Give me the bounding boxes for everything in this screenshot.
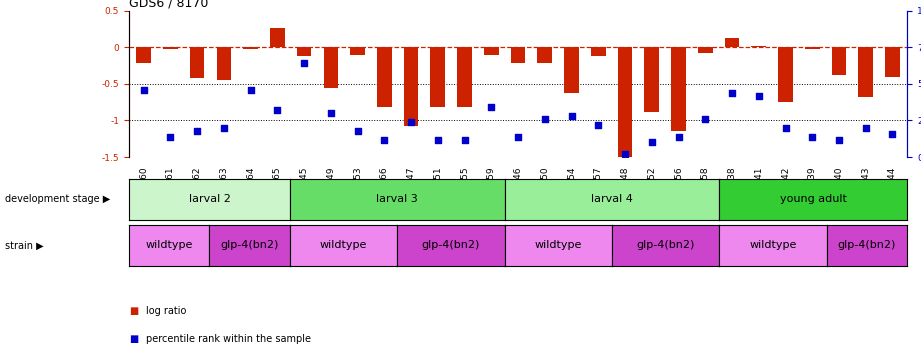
Bar xyxy=(538,47,553,64)
Text: young adult: young adult xyxy=(780,194,846,204)
Text: log ratio: log ratio xyxy=(146,306,186,316)
Text: glp-4(bn2): glp-4(bn2) xyxy=(636,240,694,251)
Point xyxy=(832,137,846,142)
Bar xyxy=(403,47,418,126)
Bar xyxy=(350,47,365,55)
Bar xyxy=(190,47,204,78)
Bar xyxy=(484,47,498,55)
Bar xyxy=(885,47,900,77)
Point xyxy=(243,87,258,92)
Text: larval 4: larval 4 xyxy=(591,194,633,204)
Text: ■: ■ xyxy=(129,334,138,344)
Bar xyxy=(323,47,338,87)
Text: larval 2: larval 2 xyxy=(189,194,230,204)
Point xyxy=(752,93,766,99)
Point xyxy=(457,137,472,142)
Text: wildtype: wildtype xyxy=(146,240,192,251)
Point xyxy=(805,134,820,140)
Text: strain ▶: strain ▶ xyxy=(5,240,43,251)
Bar xyxy=(430,47,445,107)
Point xyxy=(136,87,151,92)
Text: glp-4(bn2): glp-4(bn2) xyxy=(422,240,480,251)
Text: GDS6 / 8170: GDS6 / 8170 xyxy=(129,0,208,10)
Point xyxy=(377,137,391,142)
Point xyxy=(565,113,579,119)
Bar xyxy=(752,46,766,47)
Point xyxy=(725,90,740,96)
Bar xyxy=(136,47,151,64)
Bar xyxy=(645,47,659,112)
Bar xyxy=(457,47,472,107)
Point xyxy=(297,61,311,66)
Bar xyxy=(511,47,525,64)
Bar xyxy=(725,38,740,47)
Text: wildtype: wildtype xyxy=(534,240,582,251)
Point xyxy=(698,116,713,122)
Point xyxy=(430,137,445,142)
Bar xyxy=(671,47,686,131)
Bar xyxy=(297,47,311,56)
Text: development stage ▶: development stage ▶ xyxy=(5,194,110,204)
Point xyxy=(538,116,553,122)
Point xyxy=(270,107,285,113)
Bar xyxy=(832,47,846,75)
Text: percentile rank within the sample: percentile rank within the sample xyxy=(146,334,310,344)
Text: ■: ■ xyxy=(129,306,138,316)
Text: glp-4(bn2): glp-4(bn2) xyxy=(220,240,279,251)
Point xyxy=(323,110,338,116)
Bar xyxy=(216,47,231,80)
Bar xyxy=(243,47,258,49)
Bar xyxy=(565,47,579,93)
Bar xyxy=(377,47,391,107)
Bar xyxy=(163,47,178,49)
Bar xyxy=(858,47,873,97)
Point xyxy=(645,140,659,145)
Bar xyxy=(618,47,633,159)
Point xyxy=(671,134,686,140)
Point xyxy=(190,128,204,134)
Point xyxy=(591,122,606,128)
Bar xyxy=(805,47,820,49)
Text: wildtype: wildtype xyxy=(750,240,797,251)
Point xyxy=(510,134,525,140)
Point xyxy=(403,119,418,125)
Bar xyxy=(698,47,713,53)
Point xyxy=(350,128,365,134)
Text: larval 3: larval 3 xyxy=(377,194,418,204)
Bar xyxy=(591,47,606,56)
Point xyxy=(778,125,793,131)
Point xyxy=(163,134,178,140)
Text: glp-4(bn2): glp-4(bn2) xyxy=(838,240,896,251)
Text: wildtype: wildtype xyxy=(320,240,367,251)
Point xyxy=(216,125,231,131)
Point xyxy=(484,105,498,110)
Bar xyxy=(270,27,285,47)
Point xyxy=(858,125,873,131)
Bar xyxy=(778,47,793,102)
Point xyxy=(618,151,633,157)
Point xyxy=(885,131,900,136)
